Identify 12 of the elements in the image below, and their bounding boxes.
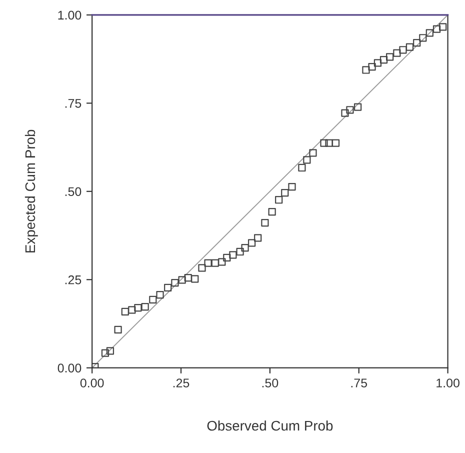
x-tick-label: 0.00 (80, 378, 104, 388)
x-axis-title: Observed Cum Prob (207, 420, 333, 431)
y-axis-title: Expected Cum Prob (24, 130, 38, 252)
y-tick-label: .50 (65, 187, 82, 196)
y-tick-label: 0.00 (58, 364, 82, 372)
y-tick-label: 1.00 (58, 10, 82, 20)
x-tick-label: 1.00 (436, 378, 460, 388)
x-tick-label: .50 (262, 378, 278, 388)
y-tick-label: .25 (65, 275, 82, 284)
y-tick-label: .75 (65, 99, 82, 108)
x-tick-label: .25 (173, 378, 190, 388)
x-tick-label: .75 (351, 378, 368, 388)
